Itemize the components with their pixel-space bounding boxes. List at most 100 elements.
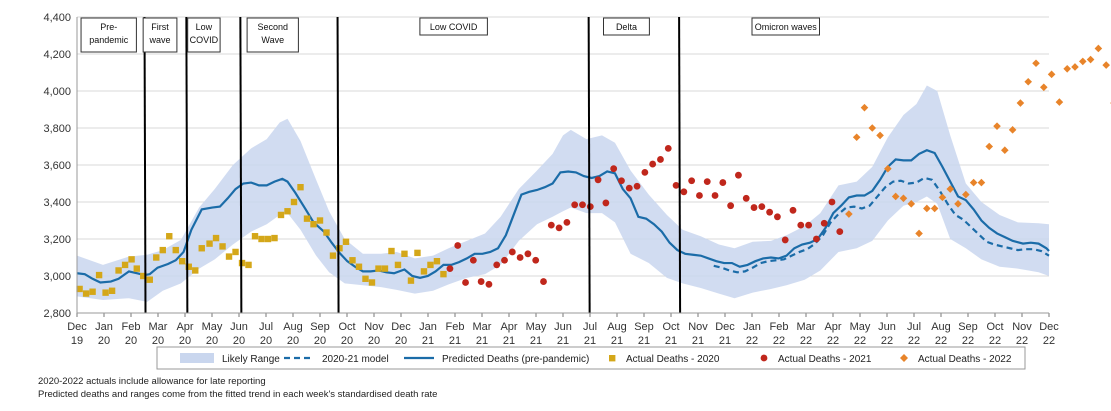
x-tick-month: Jun — [878, 321, 896, 333]
actual-2022-point — [930, 204, 939, 213]
x-tick-month: Dec — [1039, 321, 1059, 333]
actual-2021-point — [836, 228, 844, 236]
actual-2022-point — [891, 192, 900, 201]
x-tick-year: 21 — [449, 335, 461, 347]
actual-2020-point — [192, 267, 199, 274]
x-tick-month: Nov — [688, 321, 708, 333]
phase-divider — [143, 16, 147, 314]
x-tick-year: 20 — [152, 335, 164, 347]
actual-2021-point — [485, 280, 493, 288]
actual-2021-point — [493, 261, 501, 269]
actual-2021-point — [797, 221, 805, 229]
actual-2022-point — [977, 178, 986, 187]
actual-2020-point — [108, 287, 116, 294]
actual-2020-point — [133, 265, 140, 272]
x-tick-month: Nov — [364, 321, 384, 333]
x-tick-month: Jul — [259, 321, 273, 333]
x-tick-year: 21 — [719, 335, 731, 347]
phase-box — [603, 17, 650, 36]
actual-2020-point — [349, 257, 356, 264]
actual-2022-point — [845, 210, 853, 218]
x-tick-year: 21 — [422, 335, 434, 347]
actual-2021-point — [828, 198, 836, 206]
actual-2020-point — [401, 250, 408, 257]
actual-2021-point — [703, 178, 711, 186]
actual-2022-point — [907, 200, 916, 208]
actual-2020-point — [297, 184, 304, 191]
actual-2021-point — [672, 181, 680, 189]
actual-2020-point — [427, 261, 434, 269]
actual-2021-point — [532, 256, 540, 264]
legend-swatch-2020 — [609, 355, 616, 362]
actual-2020-point — [198, 245, 205, 252]
actual-2022-point — [1024, 77, 1033, 86]
x-tick-year: 20 — [125, 335, 137, 347]
x-tick-month: Jul — [907, 321, 921, 333]
x-tick-month: Jan — [743, 321, 761, 333]
actual-2021-point — [602, 199, 610, 207]
footnote-late-reporting: 2020-2022 actuals include allowance for … — [38, 376, 266, 387]
actual-2021-point — [711, 192, 719, 199]
actual-2021-point — [508, 248, 516, 256]
x-tick-month: Oct — [662, 321, 679, 333]
x-tick-year: 22 — [773, 335, 785, 347]
x-tick-month: Oct — [986, 321, 1003, 333]
phase-divider — [185, 16, 189, 314]
phase-divider — [678, 16, 682, 314]
actual-2020-point — [159, 246, 166, 254]
actual-2020-point — [368, 279, 376, 286]
x-tick-month: Dec — [715, 321, 735, 333]
y-tick-label: 4,000 — [43, 86, 71, 98]
x-tick-year: 22 — [854, 335, 866, 347]
x-tick-year: 21 — [557, 335, 569, 347]
x-tick-month: Feb — [122, 321, 141, 333]
x-tick-year: 20 — [98, 335, 110, 347]
actual-2021-point — [446, 265, 454, 272]
x-tick-month: Jun — [230, 321, 248, 333]
actual-2021-point — [469, 256, 477, 264]
actual-2020-point — [232, 248, 239, 256]
phase-label: Low — [196, 22, 213, 32]
y-tick-label: 3,600 — [43, 160, 71, 172]
x-tick-year: 21 — [503, 335, 515, 347]
phase-box — [246, 17, 299, 53]
x-tick-year: 21 — [530, 335, 542, 347]
x-tick-month: Feb — [770, 321, 789, 333]
axes: 2,800 3,000 3,200 3,400 3,600 3,800 4,000 4,200… — [43, 12, 1059, 347]
actual-2020-point — [440, 270, 447, 278]
x-tick-year: 20 — [206, 335, 218, 347]
y-tick-label: 3,800 — [43, 123, 71, 135]
legend-label-model: 2020-21 model — [322, 354, 389, 365]
legend-label-range: Likely Range — [222, 354, 280, 365]
x-tick-year: 22 — [827, 335, 839, 347]
y-tick-label: 2,800 — [43, 308, 71, 320]
x-tick-year: 22 — [1016, 335, 1028, 347]
actual-2022-point — [969, 178, 978, 187]
x-tick-month: Mar — [149, 321, 168, 333]
actual-2022-point — [1047, 70, 1056, 79]
y-tick-label: 3,000 — [43, 271, 71, 283]
actual-2021-point — [727, 202, 735, 210]
x-tick-year: 21 — [476, 335, 488, 347]
actual-2021-point — [649, 160, 657, 168]
x-tick-month: Aug — [931, 321, 951, 333]
x-tick-month: Jan — [419, 321, 437, 333]
x-tick-month: May — [850, 321, 871, 333]
actual-2020-point — [128, 256, 135, 263]
x-tick-month: Jan — [95, 321, 113, 333]
actual-2020-point — [388, 247, 395, 255]
phase-label: Pre- — [100, 22, 117, 32]
actual-2021-point — [540, 278, 547, 285]
x-tick-month: Mar — [797, 321, 816, 333]
x-tick-month: Oct — [338, 321, 355, 333]
x-tick-month: Apr — [176, 321, 193, 333]
actual-2021-point — [805, 221, 812, 229]
x-tick-month: Aug — [607, 321, 627, 333]
actual-2020-point — [172, 246, 179, 254]
actual-2020-point — [420, 268, 428, 275]
actual-2020-point — [277, 211, 285, 219]
y-tick-label: 4,400 — [43, 12, 71, 24]
legend: Likely Range 2020-21 model Predicted Death… — [156, 346, 1026, 370]
actual-2020-point — [258, 235, 265, 243]
actual-2020-point — [185, 263, 192, 270]
